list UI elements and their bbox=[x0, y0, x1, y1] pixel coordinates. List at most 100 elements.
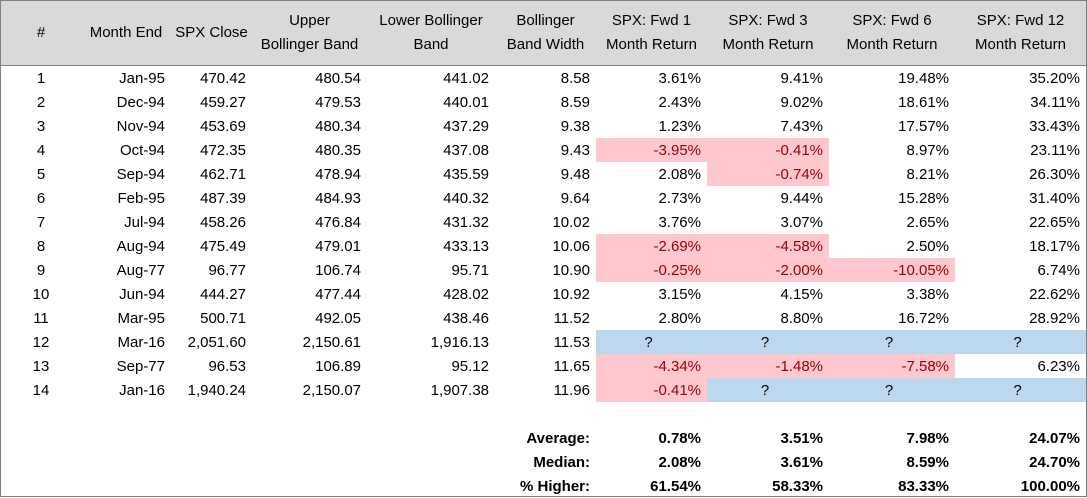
cell-month[interactable]: Sep-94 bbox=[81, 162, 171, 186]
cell-width[interactable]: 11.53 bbox=[495, 330, 596, 354]
summary-f1[interactable]: 2.08% bbox=[596, 450, 707, 474]
cell-f3[interactable]: -1.48% bbox=[707, 354, 829, 378]
cell-close[interactable]: 500.71 bbox=[171, 306, 252, 330]
cell-month[interactable]: Sep-77 bbox=[81, 354, 171, 378]
cell-f1[interactable]: -0.41% bbox=[596, 378, 707, 402]
empty-cell[interactable] bbox=[252, 402, 367, 426]
cell-upper[interactable]: 479.53 bbox=[252, 90, 367, 114]
cell-close[interactable]: 444.27 bbox=[171, 282, 252, 306]
empty-cell[interactable] bbox=[252, 450, 367, 474]
empty-cell[interactable] bbox=[1, 402, 81, 426]
empty-cell[interactable] bbox=[367, 402, 495, 426]
cell-month[interactable]: Jul-94 bbox=[81, 210, 171, 234]
cell-close[interactable]: 470.42 bbox=[171, 66, 252, 91]
summary-label[interactable]: Average: bbox=[495, 426, 596, 450]
cell-num[interactable]: 13 bbox=[1, 354, 81, 378]
cell-num[interactable]: 2 bbox=[1, 90, 81, 114]
cell-num[interactable]: 12 bbox=[1, 330, 81, 354]
cell-month[interactable]: Aug-77 bbox=[81, 258, 171, 282]
summary-f12[interactable]: 24.07% bbox=[955, 426, 1086, 450]
cell-f1[interactable]: 3.15% bbox=[596, 282, 707, 306]
cell-month[interactable]: Mar-16 bbox=[81, 330, 171, 354]
cell-width[interactable]: 9.38 bbox=[495, 114, 596, 138]
summary-f3[interactable]: 3.61% bbox=[707, 450, 829, 474]
empty-cell[interactable] bbox=[252, 426, 367, 450]
summary-f3[interactable]: 3.51% bbox=[707, 426, 829, 450]
cell-lower[interactable]: 437.29 bbox=[367, 114, 495, 138]
cell-f12[interactable]: 23.11% bbox=[955, 138, 1086, 162]
cell-width[interactable]: 9.43 bbox=[495, 138, 596, 162]
cell-lower[interactable]: 1,916.13 bbox=[367, 330, 495, 354]
cell-f12[interactable]: 22.65% bbox=[955, 210, 1086, 234]
cell-month[interactable]: Jun-94 bbox=[81, 282, 171, 306]
cell-upper[interactable]: 484.93 bbox=[252, 186, 367, 210]
cell-f1[interactable]: 1.23% bbox=[596, 114, 707, 138]
cell-lower[interactable]: 95.12 bbox=[367, 354, 495, 378]
summary-f6[interactable]: 8.59% bbox=[829, 450, 955, 474]
cell-f12[interactable]: 26.30% bbox=[955, 162, 1086, 186]
empty-cell[interactable] bbox=[81, 426, 171, 450]
cell-month[interactable]: Jan-16 bbox=[81, 378, 171, 402]
summary-label[interactable]: % Higher: bbox=[495, 474, 596, 498]
cell-f3[interactable]: 3.07% bbox=[707, 210, 829, 234]
cell-num[interactable]: 3 bbox=[1, 114, 81, 138]
cell-f12[interactable]: 28.92% bbox=[955, 306, 1086, 330]
empty-cell[interactable] bbox=[171, 450, 252, 474]
summary-f1[interactable]: 61.54% bbox=[596, 474, 707, 498]
summary-f6[interactable]: 7.98% bbox=[829, 426, 955, 450]
empty-cell[interactable] bbox=[1, 450, 81, 474]
cell-width[interactable]: 9.48 bbox=[495, 162, 596, 186]
cell-num[interactable]: 4 bbox=[1, 138, 81, 162]
cell-width[interactable]: 8.59 bbox=[495, 90, 596, 114]
cell-f3[interactable]: 8.80% bbox=[707, 306, 829, 330]
cell-f1[interactable]: -3.95% bbox=[596, 138, 707, 162]
cell-width[interactable]: 10.02 bbox=[495, 210, 596, 234]
cell-f6[interactable]: 18.61% bbox=[829, 90, 955, 114]
cell-upper[interactable]: 478.94 bbox=[252, 162, 367, 186]
cell-num[interactable]: 14 bbox=[1, 378, 81, 402]
cell-f6[interactable]: -10.05% bbox=[829, 258, 955, 282]
cell-lower[interactable]: 433.13 bbox=[367, 234, 495, 258]
cell-num[interactable]: 5 bbox=[1, 162, 81, 186]
summary-f12[interactable]: 24.70% bbox=[955, 450, 1086, 474]
cell-lower[interactable]: 428.02 bbox=[367, 282, 495, 306]
cell-upper[interactable]: 479.01 bbox=[252, 234, 367, 258]
empty-cell[interactable] bbox=[171, 402, 252, 426]
cell-num[interactable]: 7 bbox=[1, 210, 81, 234]
summary-label[interactable]: Median: bbox=[495, 450, 596, 474]
summary-f12[interactable]: 100.00% bbox=[955, 474, 1086, 498]
cell-num[interactable]: 1 bbox=[1, 66, 81, 91]
summary-f6[interactable]: 83.33% bbox=[829, 474, 955, 498]
cell-month[interactable]: Oct-94 bbox=[81, 138, 171, 162]
cell-f1[interactable]: -0.25% bbox=[596, 258, 707, 282]
cell-f1[interactable]: 2.43% bbox=[596, 90, 707, 114]
cell-f6[interactable]: 2.65% bbox=[829, 210, 955, 234]
cell-f1[interactable]: 2.80% bbox=[596, 306, 707, 330]
empty-cell[interactable] bbox=[1, 426, 81, 450]
cell-f6[interactable]: 8.21% bbox=[829, 162, 955, 186]
cell-f6[interactable]: ? bbox=[829, 330, 955, 354]
cell-close[interactable]: 487.39 bbox=[171, 186, 252, 210]
cell-lower[interactable]: 437.08 bbox=[367, 138, 495, 162]
cell-width[interactable]: 10.90 bbox=[495, 258, 596, 282]
cell-upper[interactable]: 2,150.61 bbox=[252, 330, 367, 354]
cell-lower[interactable]: 95.71 bbox=[367, 258, 495, 282]
cell-upper[interactable]: 476.84 bbox=[252, 210, 367, 234]
cell-lower[interactable]: 431.32 bbox=[367, 210, 495, 234]
cell-upper[interactable]: 480.54 bbox=[252, 66, 367, 91]
empty-cell[interactable] bbox=[596, 402, 707, 426]
cell-month[interactable]: Feb-95 bbox=[81, 186, 171, 210]
cell-f3[interactable]: 9.02% bbox=[707, 90, 829, 114]
cell-f3[interactable]: 7.43% bbox=[707, 114, 829, 138]
cell-num[interactable]: 10 bbox=[1, 282, 81, 306]
cell-lower[interactable]: 440.32 bbox=[367, 186, 495, 210]
cell-width[interactable]: 10.92 bbox=[495, 282, 596, 306]
cell-f3[interactable]: -0.41% bbox=[707, 138, 829, 162]
empty-cell[interactable] bbox=[367, 474, 495, 498]
cell-f1[interactable]: 2.08% bbox=[596, 162, 707, 186]
cell-f6[interactable]: 2.50% bbox=[829, 234, 955, 258]
cell-upper[interactable]: 2,150.07 bbox=[252, 378, 367, 402]
empty-cell[interactable] bbox=[81, 450, 171, 474]
cell-f12[interactable]: ? bbox=[955, 330, 1086, 354]
cell-close[interactable]: 453.69 bbox=[171, 114, 252, 138]
